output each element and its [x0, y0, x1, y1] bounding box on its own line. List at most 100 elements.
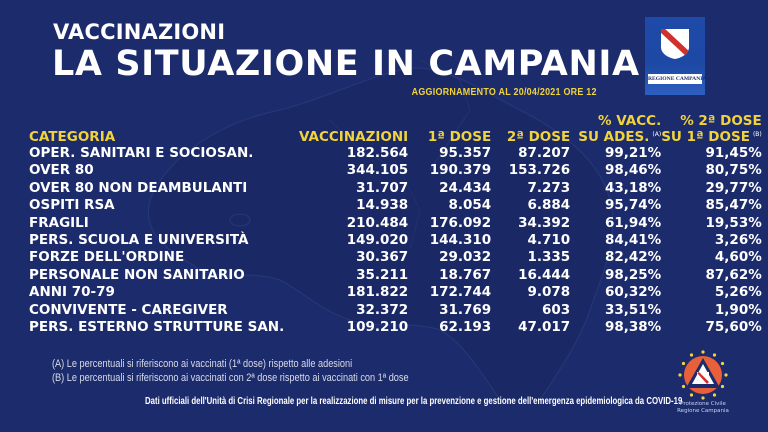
cell-dose1: 95.357	[439, 145, 492, 161]
cell-categoria: FRAGILI	[29, 214, 89, 231]
cell-dose1: 62.193	[439, 319, 492, 336]
cell-vaccinazioni: 109.210	[346, 319, 409, 336]
cell-categoria: OPER. SANITARI E SOCIOSAN.	[29, 145, 254, 161]
cell-categoria: OVER 80 NON DEAMBULANTI	[29, 179, 248, 196]
cell-perc-2su1: 29,77%	[705, 179, 762, 196]
update-timestamp: AGGIORNAMENTO AL 20/04/2021 ORE 12	[411, 86, 597, 98]
page-title: LA SITUAZIONE IN CAMPANIA	[52, 44, 640, 84]
cell-vaccinazioni: 31.707	[356, 179, 409, 196]
logo-label: REGIONE CAMPANIA	[648, 74, 707, 84]
cell-perc-2su1: 1,90%	[714, 301, 762, 318]
cell-perc-2su1: 5,26%	[714, 284, 762, 301]
cell-dose2: 4.710	[527, 232, 571, 249]
cell-perc-2su1: 85,47%	[705, 197, 762, 214]
cell-dose2: 1.335	[527, 249, 571, 266]
cell-dose2: 603	[542, 301, 571, 318]
source-footer: Dati ufficiali dell'Unità di Crisi Regio…	[145, 396, 683, 407]
cell-perc-ades: 82,42%	[604, 249, 662, 266]
table-row: ANNI 70-79 181.822 172.744 9.078 60,32% …	[29, 284, 762, 301]
cell-categoria: FORZE DELL'ORDINE	[29, 249, 185, 266]
cell-dose1: 190.379	[429, 162, 492, 179]
table-row: PERSONALE NON SANITARIO 35.211 18.767 16…	[29, 267, 762, 284]
cell-dose2: 7.273	[527, 179, 571, 196]
col-header-perc-ades-line1: % VACC.	[598, 113, 662, 129]
cell-vaccinazioni: 149.020	[346, 232, 409, 249]
cell-perc-2su1: 80,75%	[705, 162, 762, 179]
cell-dose1: 144.310	[429, 232, 492, 249]
footnote-a: (A) Le percentuali si riferiscono ai vac…	[52, 358, 353, 370]
footnotes: (A) Le percentuali si riferiscono ai vac…	[52, 357, 409, 385]
col-header-perc-2su1-line2: SU 1ª DOSE	[661, 129, 750, 145]
cell-dose2: 34.392	[518, 214, 571, 231]
cell-dose1: 18.767	[439, 266, 492, 283]
cell-perc-ades: 98,46%	[604, 162, 662, 179]
table-row: PERS. ESTERNO STRUTTURE SAN. 109.210 62.…	[29, 319, 762, 336]
cell-dose1: 31.769	[439, 301, 492, 318]
cell-perc-ades: 61,94%	[604, 214, 662, 231]
col-header-vaccinazioni: VACCINAZIONI	[299, 129, 409, 145]
cell-vaccinazioni: 344.105	[346, 162, 409, 179]
table-row: FRAGILI 210.484 176.092 34.392 61,94% 19…	[29, 215, 762, 232]
cell-perc-2su1: 87,62%	[705, 266, 762, 283]
cell-perc-ades: 43,18%	[604, 179, 662, 196]
cell-categoria: PERS. SCUOLA E UNIVERSITÀ	[29, 232, 249, 249]
cell-vaccinazioni: 181.822	[346, 284, 409, 301]
cell-categoria: ANNI 70-79	[29, 284, 115, 301]
vaccination-table: CATEGORIA VACCINAZIONI 1ª DOSE 2ª DOSE %…	[29, 111, 762, 336]
col-header-categoria: CATEGORIA	[29, 129, 116, 145]
cell-dose2: 47.017	[518, 319, 571, 336]
cell-vaccinazioni: 182.564	[346, 145, 409, 161]
cell-dose1: 176.092	[429, 214, 492, 231]
cell-categoria: PERSONALE NON SANITARIO	[29, 266, 245, 283]
cell-dose1: 29.032	[439, 249, 492, 266]
cell-perc-2su1: 91,45%	[705, 145, 762, 161]
table-row: OVER 80 NON DEAMBULANTI 31.707 24.434 7.…	[29, 180, 762, 197]
col-header-perc-2su1-line1: % 2ª DOSE	[680, 113, 762, 129]
pc-label-line1: Protezione Civile	[680, 401, 726, 407]
cell-perc-ades: 60,32%	[604, 284, 662, 301]
cell-dose2: 6.884	[527, 197, 571, 214]
cell-vaccinazioni: 32.372	[356, 301, 409, 318]
cell-perc-2su1: 19,53%	[705, 214, 762, 231]
note-marker-a: (A)	[652, 131, 662, 138]
col-header-dose1: 1ª DOSE	[427, 129, 492, 145]
cell-perc-2su1: 3,26%	[714, 232, 762, 249]
col-header-perc-2su1: % 2ª DOSE SU 1ª DOSE (B)	[661, 111, 762, 145]
coat-of-arms-icon	[661, 29, 689, 59]
header-kicker: VACCINAZIONI	[53, 20, 226, 44]
table-row: PERS. SCUOLA E UNIVERSITÀ 149.020 144.31…	[29, 232, 762, 249]
col-header-perc-ades: % VACC. SU ADES. (A)	[570, 111, 661, 145]
regione-campania-logo: REGIONE CAMPANIA	[645, 17, 707, 95]
cell-perc-ades: 33,51%	[604, 301, 662, 318]
cell-perc-ades: 98,25%	[604, 266, 662, 283]
cell-vaccinazioni: 210.484	[346, 214, 409, 231]
cell-vaccinazioni: 30.367	[356, 249, 409, 266]
table-header-row: CATEGORIA VACCINAZIONI 1ª DOSE 2ª DOSE %…	[29, 111, 762, 145]
table-row: OVER 80 344.105 190.379 153.726 98,46% 8…	[29, 162, 762, 179]
cell-categoria: CONVIVENTE - CAREGIVER	[29, 301, 228, 318]
cell-categoria: OVER 80	[29, 162, 94, 179]
cell-dose2: 9.078	[527, 284, 571, 301]
cell-categoria: OSPITI RSA	[29, 197, 115, 214]
footnote-b: (B) Le percentuali si riferiscono ai vac…	[52, 372, 409, 384]
cell-perc-ades: 84,41%	[604, 232, 662, 249]
col-header-perc-ades-line2: SU ADES.	[578, 129, 650, 145]
cell-perc-2su1: 4,60%	[714, 249, 762, 266]
cell-dose1: 24.434	[439, 179, 492, 196]
cell-dose2: 153.726	[508, 162, 571, 179]
cell-categoria: PERS. ESTERNO STRUTTURE SAN.	[29, 319, 285, 336]
cell-dose2: 87.207	[518, 145, 571, 161]
protezione-civile-label: Protezione Civile Regione Campania	[668, 401, 738, 414]
cell-vaccinazioni: 14.938	[356, 197, 409, 214]
cell-perc-ades: 95,74%	[604, 197, 662, 214]
table-row: CONVIVENTE - CAREGIVER 32.372 31.769 603…	[29, 302, 762, 319]
table-row: OSPITI RSA 14.938 8.054 6.884 95,74% 85,…	[29, 197, 762, 214]
table-row: FORZE DELL'ORDINE 30.367 29.032 1.335 82…	[29, 249, 762, 266]
cell-perc-ades: 98,38%	[604, 319, 662, 336]
note-marker-b: (B)	[752, 131, 762, 138]
cell-perc-2su1: 75,60%	[705, 319, 762, 336]
cell-perc-ades: 99,21%	[604, 145, 662, 161]
pc-label-line2: Regione Campania	[677, 407, 729, 414]
cell-dose1: 8.054	[448, 197, 492, 214]
